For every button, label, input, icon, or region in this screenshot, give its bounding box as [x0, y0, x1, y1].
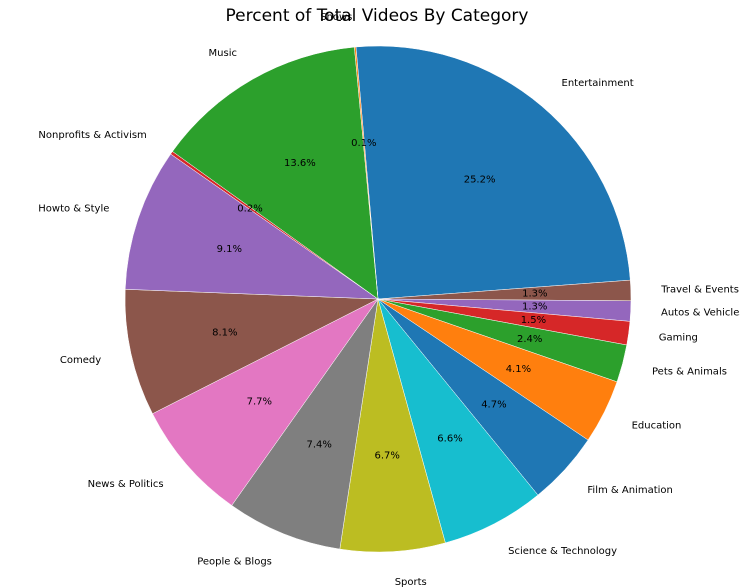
percent-labels: 25.2% 1.3% 1.3% 1.5% 2.4% 4.1% 4.7% 6.6% 6.7% 7.4… [212, 138, 547, 462]
pct-music: 13.6% [284, 158, 316, 169]
pct-film-and-animation: 4.7% [481, 400, 506, 411]
label-nonprofits-and-activism: Nonprofits & Activism [38, 130, 146, 141]
label-film-and-animation: Film & Animation [587, 485, 672, 496]
pct-gaming: 1.5% [521, 315, 546, 326]
pct-sports: 6.7% [374, 451, 399, 462]
label-howto-and-style: Howto & Style [38, 204, 109, 215]
pct-shows: 0.1% [351, 138, 376, 149]
slice-entertainment [355, 45, 631, 300]
label-people-and-blogs: People & Blogs [197, 557, 272, 568]
pct-pets-and-animals: 2.4% [517, 334, 542, 345]
pct-comedy: 8.1% [212, 328, 237, 339]
category-labels: Entertainment Travel & Events Autos & Vehi… [38, 12, 740, 588]
label-travel-and-events: Travel & Events [660, 284, 739, 295]
label-comedy: Comedy [60, 355, 101, 366]
label-news-and-politics: News & Politics [88, 479, 164, 490]
pct-science-and-technology: 6.6% [437, 433, 462, 444]
slice-music [172, 46, 379, 300]
label-shows: Shows [320, 12, 352, 23]
slice-sports [339, 298, 446, 553]
pct-education: 4.1% [506, 364, 531, 375]
pct-travel-and-events: 1.3% [522, 289, 547, 300]
label-science-and-technology: Science & Technology [508, 546, 617, 557]
pct-news-and-politics: 7.7% [247, 397, 272, 408]
pct-entertainment: 25.2% [464, 175, 496, 186]
pie-slices [124, 45, 632, 553]
slice-comedy [124, 289, 379, 415]
label-autos-and-vehicles: Autos & Vehicles [661, 308, 740, 319]
pct-autos-and-vehicles: 1.3% [522, 302, 547, 313]
slice-howto-and-style [124, 153, 379, 300]
slice-shows [354, 46, 379, 300]
slice-news-and-politics [152, 298, 379, 506]
pct-howto-and-style: 9.1% [217, 244, 242, 255]
pct-people-and-blogs: 7.4% [306, 439, 331, 450]
slice-people-and-blogs [231, 298, 379, 550]
label-sports: Sports [395, 577, 427, 588]
label-entertainment: Entertainment [562, 78, 634, 89]
label-music: Music [209, 48, 237, 59]
label-education: Education [632, 420, 682, 431]
label-gaming: Gaming [659, 332, 698, 343]
label-pets-and-animals: Pets & Animals [652, 366, 727, 377]
pct-nonprofits-and-activism: 0.2% [237, 203, 262, 214]
chart-title: Percent of Total Videos By Category [226, 6, 529, 26]
